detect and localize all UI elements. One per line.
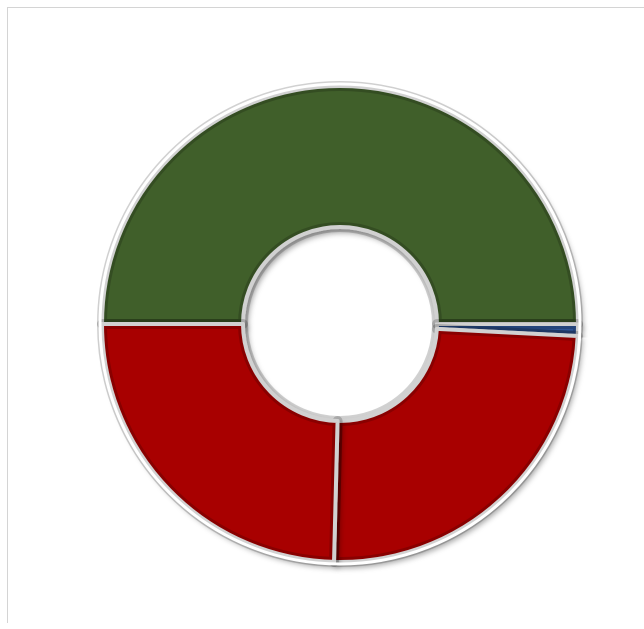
donut-slice-4 [100,322,340,564]
donut-slice-1 [100,84,580,326]
donut-slice-bevel-4 [97,319,343,567]
donut-outer-rim [98,82,582,566]
donut-slice-bevel-1 [97,81,583,329]
chart-frame [7,7,644,623]
donut-chart [97,81,583,567]
slices-group [97,81,583,567]
donut-slice-bevel-3 [329,323,583,567]
donut-slice-3 [332,326,580,564]
